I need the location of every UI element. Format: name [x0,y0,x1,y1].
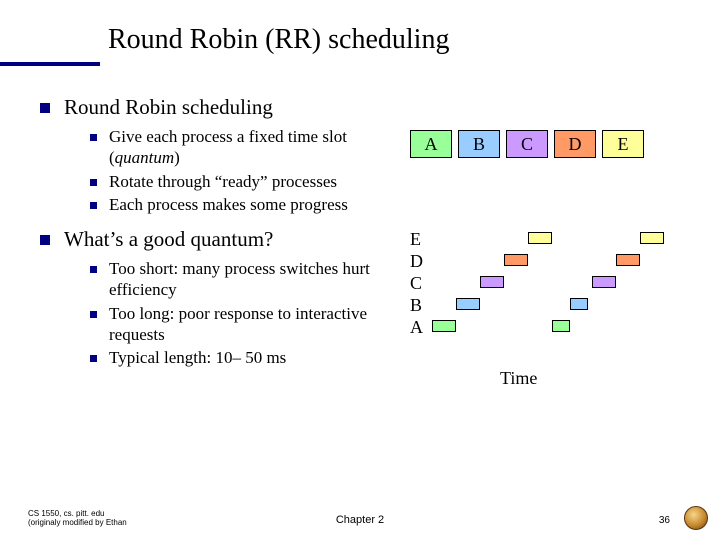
chart-row-label: C [410,273,432,294]
logo-icon [684,506,708,530]
sub-bullet-text: Give each process a fixed time slot (qua… [109,126,400,169]
sub-bullet-text: Typical length: 10– 50 ms [109,347,286,368]
sub-bullet-text: Too long: poor response to interactive r… [109,303,400,346]
chart-track [432,320,672,334]
queue-box: B [458,130,500,158]
slide-title: Round Robin (RR) scheduling [108,24,449,56]
chart-track [432,254,672,268]
main-bullet-text: Round Robin scheduling [64,95,273,120]
bullet-square-icon [90,355,97,362]
sub-bullet: Give each process a fixed time slot (qua… [90,126,400,169]
sub-bullet: Typical length: 10– 50 ms [90,347,400,368]
chart-track [432,298,672,312]
chart-row: C [410,272,700,294]
bullet-square-icon [90,134,97,141]
chart-row-label: A [410,317,432,338]
title-bar: Round Robin (RR) scheduling [0,24,720,64]
chart-row: A [410,316,700,338]
queue-box: E [602,130,644,158]
chart-segment [480,276,504,288]
chart-segment [456,298,480,310]
sub-bullet-text: Each process makes some progress [109,194,348,215]
bullet-content: Round Robin scheduling Give each process … [40,95,400,380]
sub-bullet: Each process makes some progress [90,194,400,215]
chart-segment [504,254,528,266]
bullet-square-icon [90,202,97,209]
chart-segment [592,276,616,288]
chart-track [432,232,672,246]
queue-box: C [506,130,548,158]
sub-bullet: Too long: poor response to interactive r… [90,303,400,346]
italic-term: quantum [115,148,175,167]
bullet-square-icon [90,311,97,318]
chart-row-label: D [410,251,432,272]
chart-segment [552,320,570,332]
main-bullet: Round Robin scheduling [40,95,400,120]
chart-segment [570,298,588,310]
main-bullet-text: What’s a good quantum? [64,227,273,252]
sub-bullet-list: Give each process a fixed time slot (qua… [90,126,400,215]
sub-bullet: Rotate through “ready” processes [90,171,400,192]
title-accent-line [0,62,100,66]
chart-row-label: E [410,229,432,250]
chart-row: B [410,294,700,316]
footer-page-number: 36 [659,515,670,526]
sub-bullet-text: Rotate through “ready” processes [109,171,337,192]
chart-track [432,276,672,290]
main-bullet: What’s a good quantum? [40,227,400,252]
chart-row: D [410,250,700,272]
chart-segment [528,232,552,244]
footer-chapter: Chapter 2 [0,514,720,526]
chart-row-label: B [410,295,432,316]
sub-bullet: Too short: many process switches hurt ef… [90,258,400,301]
gantt-chart: EDCBA [410,228,700,338]
chart-segment [640,232,664,244]
sub-bullet-text: Too short: many process switches hurt ef… [109,258,400,301]
bullet-square-icon [90,266,97,273]
chart-segment [616,254,640,266]
bullet-square-icon [90,179,97,186]
bullet-square-icon [40,103,50,113]
bullet-square-icon [40,235,50,245]
sub-bullet-list: Too short: many process switches hurt ef… [90,258,400,368]
queue-diagram: ABCDE [410,130,700,158]
queue-box: D [554,130,596,158]
queue-box: A [410,130,452,158]
chart-segment [432,320,456,332]
time-axis-label: Time [500,368,537,389]
chart-row: E [410,228,700,250]
